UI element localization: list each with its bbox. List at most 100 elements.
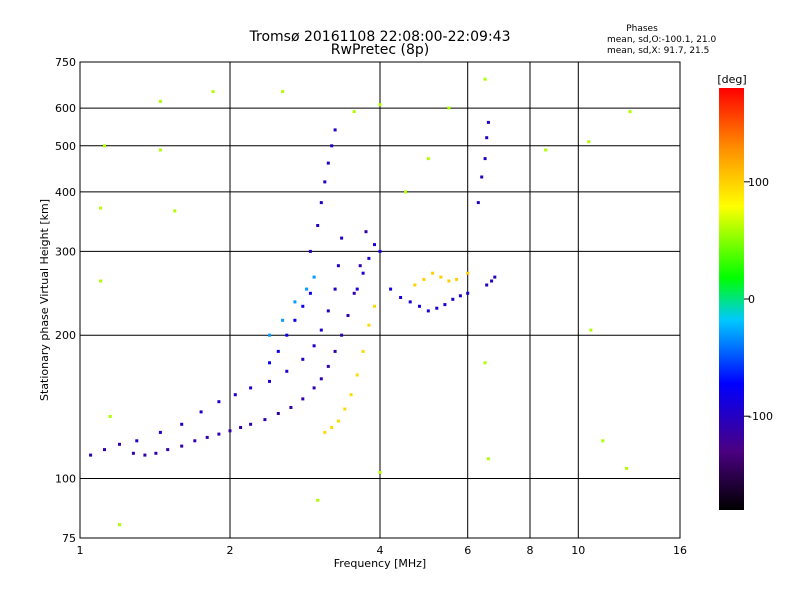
echo-point	[466, 271, 470, 275]
echo-point	[439, 275, 443, 279]
echo-point	[355, 373, 359, 377]
echo-point	[103, 144, 106, 148]
echo-point	[480, 175, 484, 179]
echo-point	[493, 275, 497, 279]
echo-point	[158, 148, 162, 152]
echo-point	[333, 128, 337, 132]
colorbar	[719, 88, 744, 510]
stats-o-mode: mean, sd,O:-100.1, 21.0	[607, 35, 717, 45]
echo-point	[378, 249, 382, 253]
echo-point	[166, 448, 170, 452]
echo-point	[316, 224, 320, 227]
y-tick-label: 400	[55, 186, 76, 199]
echo-point	[476, 201, 480, 205]
echo-point	[263, 418, 267, 422]
echo-point	[312, 344, 316, 348]
y-tick-label: 75	[62, 532, 76, 545]
echo-point	[211, 90, 215, 94]
echo-point	[301, 397, 305, 401]
x-tick-label: 4	[377, 544, 384, 557]
echo-point	[455, 277, 459, 281]
echo-point	[285, 333, 289, 337]
echo-point	[103, 448, 106, 452]
echo-point	[330, 144, 334, 148]
echo-point	[361, 349, 365, 353]
echo-point	[319, 201, 323, 205]
echo-point	[308, 291, 312, 295]
echo-point	[249, 422, 253, 426]
echo-point	[389, 287, 393, 291]
echo-point	[367, 256, 371, 260]
echo-point	[333, 287, 337, 291]
echo-point	[158, 430, 162, 434]
echo-point	[373, 304, 376, 308]
echo-point	[355, 287, 359, 291]
echo-point	[486, 120, 490, 124]
colorbar-tick-label: 100	[748, 176, 769, 189]
echo-point	[293, 300, 297, 304]
echo-point	[323, 180, 327, 184]
echo-point	[483, 157, 487, 161]
echo-point	[281, 90, 285, 94]
colorbar-tick-label: -100	[748, 410, 773, 423]
echo-point	[319, 377, 323, 381]
echo-point	[323, 430, 327, 434]
x-tick-label: 1	[77, 544, 84, 557]
echo-point	[154, 451, 158, 455]
echo-point	[319, 328, 323, 332]
echo-point	[418, 304, 421, 308]
stats-x-mode: mean, sd,X: 91.7, 21.5	[607, 46, 709, 56]
echo-point	[408, 300, 412, 304]
echo-point	[333, 349, 337, 353]
echo-point	[587, 140, 591, 144]
echo-point	[361, 271, 365, 275]
echo-point	[601, 439, 605, 443]
echo-point	[308, 249, 312, 253]
echo-point	[378, 470, 382, 474]
y-axis-label: Stationary phase Virtual Height [km]	[38, 199, 51, 401]
echo-point	[135, 439, 139, 443]
echo-point	[485, 283, 489, 287]
echo-point	[180, 444, 184, 448]
echo-point	[199, 410, 203, 414]
echo-point	[422, 277, 426, 281]
echo-point	[340, 236, 344, 240]
chart-title: Tromsø 20161108 22:08:00-22:09:43	[249, 29, 511, 45]
echo-point	[228, 429, 232, 433]
echo-point	[281, 318, 285, 322]
echo-point	[447, 106, 451, 110]
echo-point	[205, 435, 209, 439]
echo-point	[628, 110, 632, 114]
y-axis-ticks: 75 100 200 300 400 500 600 750	[55, 56, 76, 545]
x-tick-label: 6	[464, 544, 471, 557]
echo-point	[336, 264, 340, 268]
echo-point	[458, 294, 462, 298]
echo-point	[330, 426, 334, 429]
y-tick-label: 500	[55, 140, 76, 153]
y-tick-label: 600	[55, 102, 76, 115]
colorbar-ticks: 100 0 -100	[744, 176, 773, 423]
scatter-points	[89, 77, 632, 527]
echo-point	[589, 328, 593, 332]
echo-point	[239, 426, 243, 429]
echo-point	[343, 407, 347, 411]
colorbar-label: [deg]	[717, 73, 746, 86]
echo-point	[364, 230, 368, 234]
echo-point	[404, 190, 407, 194]
x-tick-label: 16	[673, 544, 687, 557]
echo-point	[285, 369, 289, 373]
echo-point	[276, 349, 280, 353]
chart-subtitle: RwPretec (8p)	[331, 42, 429, 58]
echo-point	[352, 110, 356, 114]
y-tick-label: 300	[55, 245, 76, 258]
echo-point	[373, 243, 376, 247]
echo-point	[544, 148, 548, 152]
echo-point	[426, 309, 430, 313]
echo-point	[413, 283, 417, 287]
echo-point	[358, 264, 362, 268]
echo-point	[447, 279, 451, 283]
echo-point	[443, 303, 447, 307]
echo-point	[485, 136, 489, 140]
echo-point	[326, 161, 330, 165]
